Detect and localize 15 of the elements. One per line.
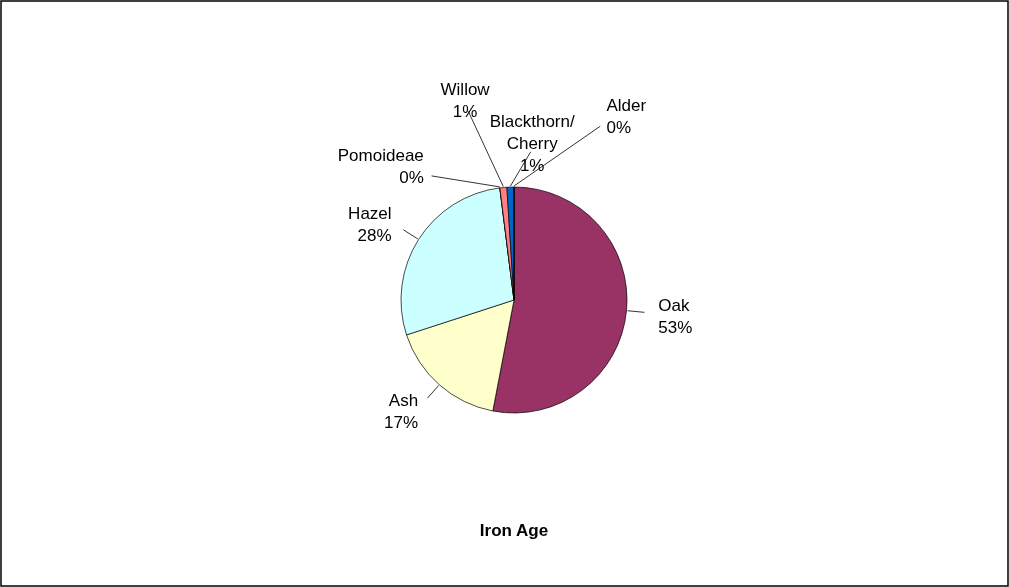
data-label: 1% — [519, 156, 545, 176]
data-label: 1% — [452, 101, 478, 121]
data-label: 53% — [658, 317, 693, 337]
category-label: Pomoideae — [337, 146, 424, 166]
data-label: 28% — [357, 226, 392, 246]
slice-label: Hazel — [348, 204, 392, 224]
slice-label: Oak — [658, 295, 691, 315]
text: Iron Age — [479, 521, 549, 540]
slice-label: Ash — [388, 390, 419, 410]
text: 0% — [606, 117, 632, 137]
data-label: 17% — [384, 412, 419, 432]
text: 0% — [399, 168, 424, 188]
slice-label: Willow — [440, 79, 491, 99]
slice-label: Blackthorn/ Cherry — [489, 112, 575, 154]
category-label: Alder — [606, 95, 647, 115]
